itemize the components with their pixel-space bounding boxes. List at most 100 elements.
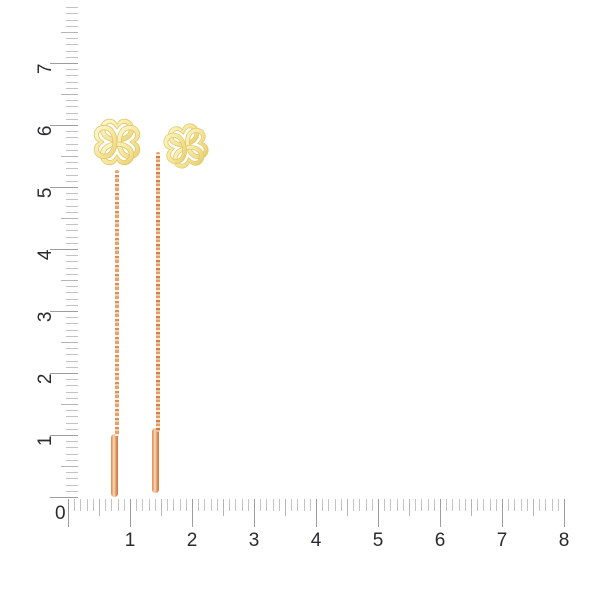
horizontal-ruler-minor-tick (353, 499, 355, 511)
horizontal-ruler-minor-tick (557, 499, 559, 511)
left-earring-clover-charm (79, 104, 155, 180)
horizontal-ruler-minor-tick (322, 499, 324, 511)
horizontal-ruler-minor-tick (297, 499, 299, 511)
vertical-ruler-minor-tick (66, 230, 78, 232)
vertical-ruler-minor-tick (66, 267, 78, 269)
horizontal-ruler-major-tick (254, 499, 255, 527)
horizontal-ruler-minor-tick (477, 499, 479, 511)
horizontal-ruler-minor-tick (86, 499, 88, 511)
horizontal-ruler-minor-tick (123, 499, 125, 511)
vertical-ruler-minor-tick (66, 255, 78, 257)
horizontal-ruler-minor-tick (266, 499, 268, 511)
horizontal-ruler-minor-tick (309, 499, 311, 511)
vertical-ruler-major-tick (50, 249, 78, 250)
horizontal-ruler-minor-tick (390, 499, 392, 511)
vertical-ruler-minor-tick (66, 410, 78, 412)
horizontal-ruler-label-5: 5 (372, 530, 384, 551)
horizontal-ruler-minor-tick (179, 499, 181, 511)
vertical-ruler-label-3: 3 (35, 311, 57, 323)
horizontal-ruler-label-3: 3 (248, 530, 260, 551)
vertical-ruler-label-7: 7 (35, 63, 57, 75)
vertical-ruler-minor-tick (66, 391, 78, 393)
vertical-ruler-minor-tick (66, 180, 78, 182)
horizontal-ruler-minor-tick (204, 499, 206, 511)
horizontal-ruler-minor-tick (229, 499, 231, 511)
vertical-ruler-minor-tick (66, 25, 78, 27)
horizontal-ruler-label-1: 1 (124, 530, 136, 551)
vertical-ruler-minor-tick (66, 211, 78, 213)
vertical-ruler-minor-tick (66, 323, 78, 325)
vertical-ruler-minor-tick (66, 162, 78, 164)
horizontal-ruler-minor-tick (471, 499, 472, 516)
horizontal-ruler-minor-tick (285, 499, 286, 516)
vertical-ruler-minor-tick (66, 459, 78, 461)
horizontal-ruler-minor-tick (105, 499, 107, 511)
vertical-ruler-minor-tick (66, 106, 78, 108)
vertical-ruler-label-1: 1 (35, 435, 57, 447)
vertical-ruler-minor-tick (66, 69, 78, 71)
horizontal-ruler-minor-tick (80, 499, 82, 511)
vertical-ruler-minor-tick (66, 385, 78, 387)
vertical-ruler: 1 2 3 4 5 6 7 (0, 0, 80, 498)
horizontal-ruler-minor-tick (371, 499, 373, 511)
horizontal-ruler-major-tick (378, 499, 379, 527)
horizontal-ruler-minor-tick (74, 499, 76, 511)
vertical-ruler-minor-tick (61, 466, 78, 467)
vertical-ruler-minor-tick (66, 286, 78, 288)
vertical-ruler-minor-tick (66, 87, 78, 89)
horizontal-ruler-minor-tick (464, 499, 466, 511)
vertical-ruler-minor-tick (61, 32, 78, 33)
vertical-ruler-minor-tick (61, 156, 78, 157)
vertical-ruler-minor-tick (66, 168, 78, 170)
horizontal-ruler-minor-tick (452, 499, 454, 511)
horizontal-ruler-minor-tick (551, 499, 553, 511)
left-earring-end-bar (111, 434, 118, 497)
horizontal-ruler-minor-tick (446, 499, 448, 511)
ruler-zero-label: 0 (55, 503, 66, 524)
horizontal-ruler-minor-tick (396, 499, 398, 511)
horizontal-ruler-minor-tick (328, 499, 330, 511)
vertical-ruler-major-tick (50, 187, 78, 188)
horizontal-ruler-minor-tick (111, 499, 113, 511)
horizontal-ruler-minor-tick (303, 499, 305, 511)
vertical-ruler-label-4: 4 (35, 249, 57, 261)
vertical-ruler-minor-tick (66, 335, 78, 337)
vertical-ruler-minor-tick (66, 44, 78, 46)
vertical-ruler-minor-tick (66, 112, 78, 114)
vertical-ruler-major-tick (50, 497, 78, 498)
vertical-ruler-minor-tick (66, 149, 78, 151)
horizontal-ruler-major-tick (192, 499, 193, 527)
horizontal-ruler-minor-tick (340, 499, 342, 511)
horizontal-ruler-label-8: 8 (558, 530, 570, 551)
vertical-ruler-minor-tick (66, 118, 78, 120)
horizontal-ruler-minor-tick (185, 499, 187, 511)
vertical-ruler-minor-tick (66, 7, 78, 9)
vertical-ruler-minor-tick (66, 75, 78, 77)
vertical-ruler-minor-tick (61, 342, 78, 343)
horizontal-ruler-label-4: 4 (310, 530, 322, 551)
horizontal-ruler-minor-tick (247, 499, 249, 511)
vertical-ruler-label-5: 5 (35, 187, 57, 199)
right-earring-end-bar (152, 428, 159, 493)
vertical-ruler-minor-tick (66, 199, 78, 201)
horizontal-ruler-minor-tick (508, 499, 510, 511)
horizontal-ruler-minor-tick (272, 499, 274, 511)
vertical-ruler-minor-tick (66, 174, 78, 176)
horizontal-ruler-minor-tick (415, 499, 417, 511)
horizontal-ruler-minor-tick (427, 499, 429, 511)
vertical-ruler-minor-tick (66, 38, 78, 40)
vertical-ruler-minor-tick (66, 484, 78, 486)
horizontal-ruler-minor-tick (347, 499, 348, 516)
horizontal-ruler-major-tick (564, 499, 565, 527)
horizontal-ruler: 1 2 3 4 5 6 7 8 (68, 497, 600, 567)
horizontal-ruler-major-tick (130, 499, 131, 527)
vertical-ruler-major-tick (50, 125, 78, 126)
horizontal-ruler-minor-tick (142, 499, 144, 511)
vertical-ruler-minor-tick (66, 205, 78, 207)
horizontal-ruler-minor-tick (545, 499, 547, 511)
horizontal-ruler-minor-tick (167, 499, 169, 511)
horizontal-ruler-minor-tick (99, 499, 100, 516)
horizontal-ruler-minor-tick (402, 499, 404, 511)
horizontal-ruler-minor-tick (198, 499, 200, 511)
